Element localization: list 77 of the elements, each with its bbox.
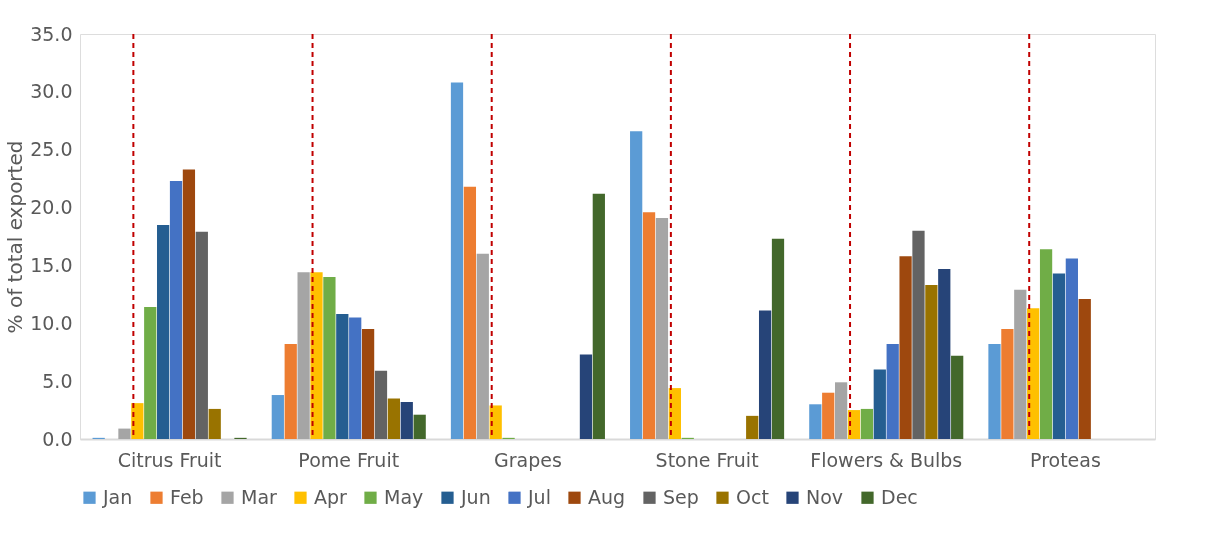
bar	[592, 193, 605, 439]
bar	[349, 317, 362, 439]
legend-label: Jun	[460, 485, 491, 508]
legend-label: Feb	[170, 485, 204, 508]
y-tick-label: 10.0	[30, 311, 73, 334]
bar	[336, 314, 349, 439]
bar	[912, 230, 925, 439]
bar	[746, 415, 759, 439]
legend-label: Jan	[102, 485, 133, 508]
legend-label: Nov	[806, 485, 844, 508]
bar	[323, 277, 336, 439]
bar	[1039, 249, 1053, 439]
legend-label: Mar	[241, 485, 278, 508]
bar	[400, 401, 413, 439]
bar	[463, 186, 477, 439]
x-tick-label: Citrus Fruit	[117, 448, 222, 471]
bar	[630, 131, 643, 439]
bar	[938, 268, 951, 439]
bar	[476, 253, 489, 439]
bar	[157, 224, 170, 439]
bar	[758, 310, 772, 439]
bar	[310, 272, 323, 439]
bar	[988, 344, 1001, 439]
bar	[860, 408, 874, 439]
bar	[873, 369, 886, 439]
bar	[642, 212, 656, 439]
legend-label: Apr	[314, 485, 348, 508]
legend-label: Oct	[736, 485, 769, 508]
bar	[387, 398, 400, 439]
y-tick-label: 0.0	[42, 427, 73, 450]
y-tick-label: 20.0	[30, 196, 73, 219]
bar	[1065, 258, 1078, 439]
y-axis-title: % of total exported	[3, 140, 28, 334]
bar	[182, 169, 196, 439]
bar	[169, 180, 183, 439]
bar	[835, 382, 848, 439]
bar	[450, 82, 464, 439]
bar	[1078, 298, 1091, 439]
bar	[374, 370, 388, 439]
legend-label: Aug	[588, 485, 626, 508]
y-tick-label: 5.0	[42, 369, 73, 392]
bar	[925, 285, 938, 439]
bar	[208, 408, 221, 439]
legend-label: Sep	[663, 485, 699, 508]
bar	[271, 395, 284, 439]
bar	[297, 272, 310, 439]
legend-label: Dec	[881, 485, 918, 508]
x-tick-label: Stone Fruit	[655, 448, 759, 471]
x-tick-label: Grapes	[494, 448, 562, 471]
y-tick-label: 25.0	[30, 138, 73, 161]
bar	[886, 344, 899, 439]
bar	[822, 392, 835, 439]
bar	[771, 238, 785, 439]
bar	[1001, 329, 1014, 439]
bar	[809, 404, 822, 439]
legend-label: May	[384, 485, 424, 508]
x-tick-label: Proteas	[1030, 448, 1101, 471]
y-tick-label: 35.0	[30, 22, 73, 45]
bar	[1052, 273, 1066, 439]
bar	[579, 354, 593, 439]
bar	[195, 231, 208, 439]
y-tick-label: 30.0	[30, 80, 73, 103]
x-tick-label: Pome Fruit	[298, 448, 400, 471]
bar	[144, 307, 157, 439]
bar	[951, 355, 964, 439]
legend-label: Jul	[527, 485, 551, 508]
x-tick-label: Flowers & Bulbs	[810, 448, 963, 471]
bar	[655, 217, 669, 439]
bar	[489, 405, 502, 439]
bar	[847, 410, 861, 439]
bar	[1014, 289, 1027, 439]
bar	[899, 256, 912, 439]
bar	[284, 344, 297, 439]
bar	[361, 329, 375, 439]
bar	[118, 428, 131, 439]
y-tick-label: 15.0	[30, 253, 73, 276]
bar	[413, 414, 426, 439]
